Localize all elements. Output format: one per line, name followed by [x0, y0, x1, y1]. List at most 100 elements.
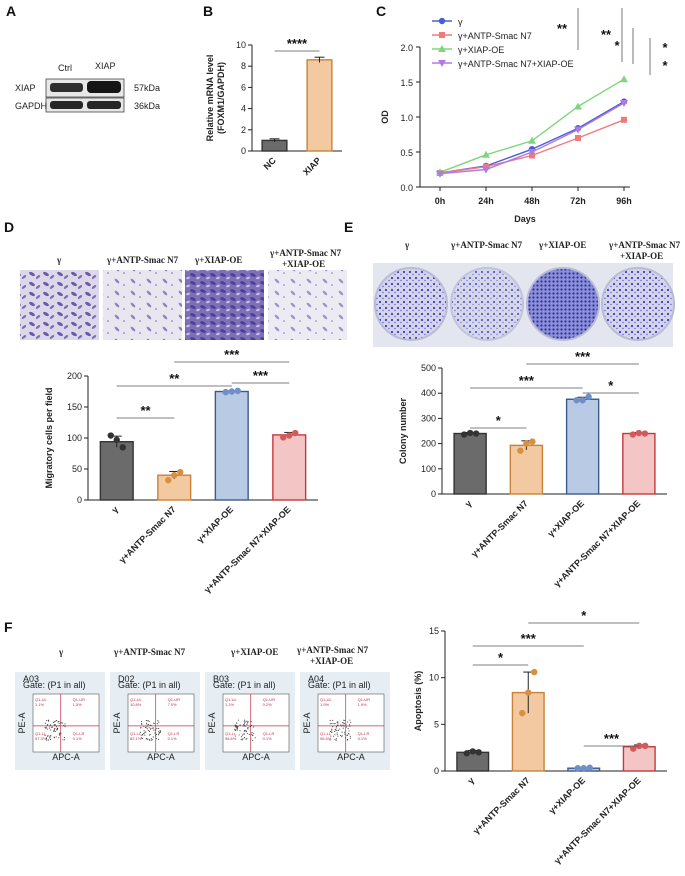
category-label: γ+XIAP-OE — [547, 775, 588, 816]
event-dot — [348, 730, 350, 732]
series-marker — [620, 100, 628, 107]
quadrant-percent: 1.5% — [73, 702, 83, 707]
migration-image-4 — [268, 270, 347, 340]
flow-sample-id: B03 — [213, 674, 229, 684]
event-dot — [145, 731, 147, 733]
blot-protein-gapdh: GAPDH — [15, 101, 47, 111]
legend-label: γ — [458, 17, 463, 27]
event-dot — [241, 739, 243, 741]
event-dot — [331, 728, 333, 730]
category-label: γ — [463, 498, 474, 509]
event-dot — [46, 738, 48, 740]
y-axis-label: Colony number — [398, 398, 408, 464]
colony-dish-4 — [601, 267, 675, 341]
event-dot — [147, 738, 149, 740]
significance-label: ** — [169, 371, 180, 386]
event-dot — [154, 732, 156, 734]
event-dot — [244, 722, 246, 724]
y-tick-label: 0.5 — [400, 148, 413, 158]
event-dot — [253, 733, 255, 735]
event-dot — [252, 734, 254, 736]
flow-y-axis-label: PE-A — [207, 712, 217, 733]
blot-lane-ctrl: Ctrl — [58, 63, 72, 73]
event-dot — [244, 725, 246, 727]
quadrant-percent: 1.1% — [225, 702, 235, 707]
event-dot — [248, 733, 250, 736]
event-dot — [156, 723, 158, 725]
event-dot — [49, 724, 52, 726]
event-dot — [141, 723, 143, 725]
bar — [509, 444, 544, 495]
series-marker — [436, 170, 444, 178]
event-dot — [58, 725, 60, 727]
quadrant-percent: 0.1% — [168, 736, 178, 741]
quadrant-name: Q1-LL — [130, 731, 142, 736]
event-dot — [63, 724, 65, 727]
event-dot — [242, 738, 244, 740]
blot-band — [50, 83, 83, 92]
event-dot — [156, 733, 158, 736]
y-tick-label: 4 — [241, 104, 246, 114]
event-dot — [337, 729, 339, 731]
event-dot — [345, 737, 347, 739]
data-point — [642, 742, 649, 749]
event-dot — [159, 731, 161, 734]
migration-images: γ γ+ANTP-Smac N7 γ+XIAP-OE γ+ANTP-Smac N… — [20, 248, 347, 340]
event-dot — [44, 734, 46, 737]
data-point — [119, 444, 126, 451]
event-dot — [341, 725, 343, 727]
event-dot — [329, 723, 331, 725]
flow-y-axis-label: PE-A — [112, 712, 122, 733]
data-point — [228, 388, 235, 395]
event-dot — [150, 739, 152, 741]
event-dot — [153, 727, 155, 729]
event-dot — [149, 739, 151, 741]
image-title-f-2: γ+ANTP-Smac N7 — [113, 647, 186, 657]
data-point — [463, 750, 470, 757]
series-marker — [438, 45, 446, 52]
event-dot — [332, 726, 334, 728]
significance-label: *** — [604, 731, 620, 746]
y-tick-label: 2.0 — [400, 43, 413, 53]
image-title-e-1: γ — [404, 240, 410, 250]
quadrant-percent: 1.1% — [35, 702, 45, 707]
image-title-d-4a: γ+ANTP-Smac N7 — [269, 248, 342, 258]
flow-x-axis-label: APC-A — [337, 752, 365, 762]
quadrant-percent: 82.1% — [130, 736, 142, 741]
image-title-e-4b: +XIAP-OE — [620, 251, 663, 261]
data-point — [113, 436, 120, 444]
event-dot — [46, 728, 48, 730]
y-tick-label: 400 — [421, 388, 436, 398]
panel-label-c: C — [376, 3, 386, 19]
event-dot — [339, 728, 341, 730]
event-dot — [334, 734, 336, 736]
event-dot — [49, 725, 51, 727]
significance-label: ** — [601, 27, 612, 42]
event-dot — [142, 733, 144, 736]
event-dot — [146, 728, 148, 730]
data-point — [517, 447, 524, 454]
event-dot — [153, 722, 155, 725]
x-axis-label: Days — [514, 214, 536, 224]
quadrant-percent: 0.1% — [263, 736, 273, 741]
event-dot — [335, 739, 337, 741]
y-tick-label: 0 — [431, 489, 436, 499]
event-dot — [340, 724, 342, 726]
series-marker — [528, 149, 536, 156]
series-marker — [482, 150, 490, 158]
event-dot — [246, 731, 248, 733]
event-dot — [54, 730, 56, 733]
y-tick-label: 15 — [429, 626, 439, 636]
significance-label: *** — [575, 349, 591, 364]
event-dot — [347, 733, 350, 735]
category-label: NC — [262, 155, 279, 172]
event-dot — [334, 738, 336, 740]
event-dot — [48, 727, 50, 729]
y-tick-label: 200 — [67, 371, 82, 381]
significance-label: * — [581, 608, 587, 623]
bar — [456, 751, 490, 772]
event-dot — [234, 735, 236, 737]
event-dot — [158, 731, 160, 733]
event-dot — [46, 735, 49, 737]
colony-images: γ γ+ANTP-Smac N7 γ+XIAP-OE γ+ANTP-Smac N… — [373, 240, 681, 347]
